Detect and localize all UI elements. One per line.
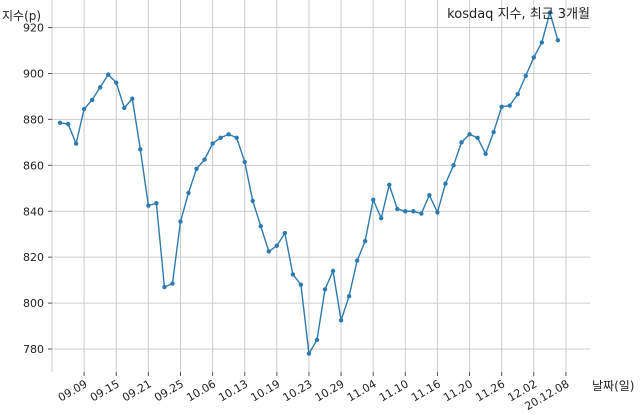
data-point [531, 55, 536, 60]
data-point [379, 215, 384, 221]
x-tick-label: 10.23 [281, 377, 315, 404]
data-point [57, 120, 63, 126]
data-point [322, 287, 328, 292]
data-point [306, 351, 312, 356]
data-point [387, 182, 392, 188]
x-tick-label: 11.16 [409, 377, 443, 404]
data-point [234, 135, 239, 140]
data-point [427, 192, 432, 198]
data-point [370, 197, 376, 202]
data-point [65, 121, 71, 127]
x-tick-label: 10.29 [313, 377, 347, 404]
data-point [499, 104, 504, 109]
y-tick-label: 880 [23, 113, 44, 126]
data-point [330, 268, 336, 274]
data-point [162, 284, 167, 290]
data-point [547, 10, 553, 15]
data-point [419, 211, 424, 216]
grid [52, 0, 590, 372]
data-point [362, 238, 368, 244]
data-point [451, 163, 456, 168]
data-point [73, 141, 79, 146]
x-tick-label: 11.20 [441, 377, 475, 404]
x-tick-label: 10.06 [184, 377, 218, 404]
y-tick-label: 860 [23, 159, 44, 172]
data-point [266, 249, 272, 254]
y-tick-label: 780 [23, 343, 44, 356]
data-point [146, 203, 151, 208]
data-point [338, 318, 344, 323]
y-axis-label: 지수(p) [2, 9, 41, 23]
data-point [555, 37, 561, 43]
data-point [89, 97, 95, 103]
y-tick-label: 800 [23, 297, 44, 310]
data-point [250, 198, 255, 204]
data-point [443, 181, 448, 186]
data-point [491, 129, 496, 135]
data-point [467, 132, 472, 137]
x-tick-label: 11.10 [377, 377, 411, 404]
y-tick-label: 900 [23, 67, 44, 80]
y-axis-ticks: 780 800 820 840 860 880 900 920 [23, 22, 52, 356]
data-point [130, 96, 135, 101]
y-tick-label: 840 [23, 205, 44, 218]
data-point [178, 219, 183, 224]
data-point [539, 40, 545, 45]
x-tick-label: 09.21 [120, 377, 154, 404]
data-point [290, 272, 296, 277]
data-point [81, 106, 87, 112]
x-tick-label: 09.09 [56, 377, 90, 404]
data-point [186, 190, 191, 196]
data-point [475, 135, 480, 140]
data-point [515, 91, 520, 97]
data-point [346, 294, 352, 299]
data-point [218, 135, 223, 140]
data-point [170, 281, 175, 286]
data-point [194, 166, 199, 171]
data-point [523, 73, 528, 78]
series-group [57, 10, 561, 356]
data-point [298, 282, 304, 287]
data-point [97, 85, 103, 90]
data-point [138, 147, 143, 152]
x-tick-label: 09.25 [152, 377, 186, 404]
data-point [210, 141, 215, 146]
x-tick-label: 10.13 [216, 377, 250, 404]
x-tick-label: 10.19 [249, 377, 283, 404]
data-point [114, 80, 119, 85]
data-point [354, 258, 360, 263]
x-tick-label: 11.26 [473, 377, 507, 404]
x-tick-label: 11.04 [345, 377, 379, 404]
data-point [258, 223, 263, 229]
data-point [459, 140, 464, 145]
y-tick-label: 820 [23, 251, 44, 264]
data-point [106, 72, 111, 77]
data-point [242, 159, 247, 165]
data-point [395, 206, 400, 212]
data-point [314, 337, 320, 343]
data-point [122, 105, 127, 111]
data-point [403, 209, 408, 214]
data-point [483, 151, 488, 157]
data-point [411, 209, 416, 214]
data-point [202, 157, 207, 162]
y-tick-label: 920 [23, 22, 44, 35]
x-axis-ticks: 09.0909.1509.2109.2510.0610.1310.1910.23… [56, 372, 571, 413]
data-point [507, 103, 512, 108]
x-axis-label: 날짜(일) [592, 379, 634, 393]
chart-title: kosdaq 지수, 최근 3개월 [447, 7, 590, 22]
data-point [226, 132, 231, 137]
data-point [435, 210, 440, 215]
data-point [154, 201, 159, 206]
x-tick-label: 09.15 [88, 377, 122, 404]
data-point [282, 230, 288, 236]
data-point [274, 243, 280, 248]
